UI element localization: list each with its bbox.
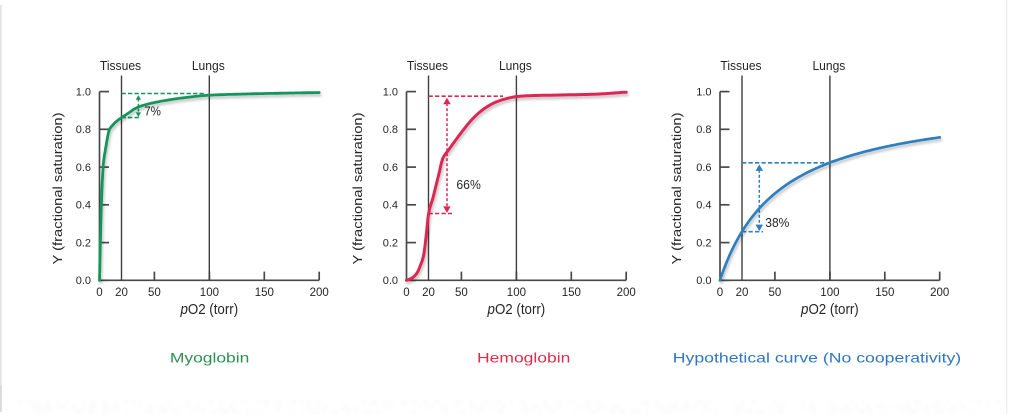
svg-text:0.0: 0.0	[383, 275, 398, 287]
svg-text:20: 20	[736, 287, 749, 299]
svg-text:0.2: 0.2	[383, 238, 398, 250]
svg-text:Lungs: Lungs	[812, 58, 845, 73]
svg-text:0.6: 0.6	[696, 162, 711, 174]
svg-text:0.6: 0.6	[383, 162, 398, 174]
svg-text:200: 200	[617, 287, 636, 299]
svg-text:Y (fractional saturation): Y (fractional saturation)	[50, 113, 65, 265]
svg-text:0.8: 0.8	[76, 124, 91, 136]
svg-text:0.0: 0.0	[76, 275, 91, 287]
svg-text:1.0: 1.0	[383, 87, 398, 99]
svg-text:0.4: 0.4	[383, 200, 398, 212]
svg-text:0.4: 0.4	[696, 200, 711, 212]
svg-text:38%: 38%	[765, 215, 789, 230]
svg-text:Y (fractional saturation): Y (fractional saturation)	[350, 113, 365, 265]
svg-text:0.6: 0.6	[76, 162, 91, 174]
svg-text:1.0: 1.0	[696, 87, 711, 99]
svg-text:0: 0	[96, 287, 102, 299]
svg-text:100: 100	[507, 287, 526, 299]
svg-text:200: 200	[930, 287, 949, 299]
svg-text:Myoglobin: Myoglobin	[170, 350, 250, 366]
svg-text:Tissues: Tissues	[100, 58, 142, 73]
svg-text:Tissues: Tissues	[720, 58, 762, 73]
svg-text:0.2: 0.2	[76, 238, 91, 250]
svg-text:0.2: 0.2	[696, 238, 711, 250]
svg-text:Y (fractional saturation): Y (fractional saturation)	[669, 113, 684, 265]
svg-text:0.8: 0.8	[383, 124, 398, 136]
svg-text:0.8: 0.8	[696, 124, 711, 136]
svg-text:50: 50	[455, 287, 468, 299]
svg-text:Lungs: Lungs	[192, 58, 225, 73]
svg-text:66%: 66%	[456, 177, 481, 192]
svg-text:Tissues: Tissues	[407, 58, 449, 73]
svg-text:20: 20	[422, 287, 435, 299]
svg-text:150: 150	[255, 287, 274, 299]
svg-text:7%: 7%	[144, 104, 161, 119]
svg-text:1.0: 1.0	[76, 87, 91, 99]
svg-text:pO2 (torr): pO2 (torr)	[800, 301, 859, 318]
svg-text:50: 50	[769, 287, 782, 299]
svg-text:0: 0	[717, 287, 723, 299]
svg-text:100: 100	[200, 287, 219, 299]
svg-text:100: 100	[820, 287, 839, 299]
svg-text:0.4: 0.4	[76, 200, 91, 212]
svg-text:pO2 (torr): pO2 (torr)	[487, 301, 546, 318]
svg-text:0: 0	[403, 287, 409, 299]
svg-text:20: 20	[115, 287, 128, 299]
svg-text:50: 50	[148, 287, 161, 299]
svg-text:pO2 (torr): pO2 (torr)	[180, 301, 239, 318]
svg-text:Hemoglobin: Hemoglobin	[477, 350, 570, 366]
svg-text:150: 150	[875, 287, 894, 299]
svg-text:200: 200	[310, 287, 329, 299]
svg-text:Lungs: Lungs	[499, 58, 532, 73]
svg-text:0.0: 0.0	[696, 275, 711, 287]
svg-text:150: 150	[562, 287, 581, 299]
svg-text:Hypothetical curve (No coopera: Hypothetical curve (No cooperativity)	[673, 350, 961, 366]
